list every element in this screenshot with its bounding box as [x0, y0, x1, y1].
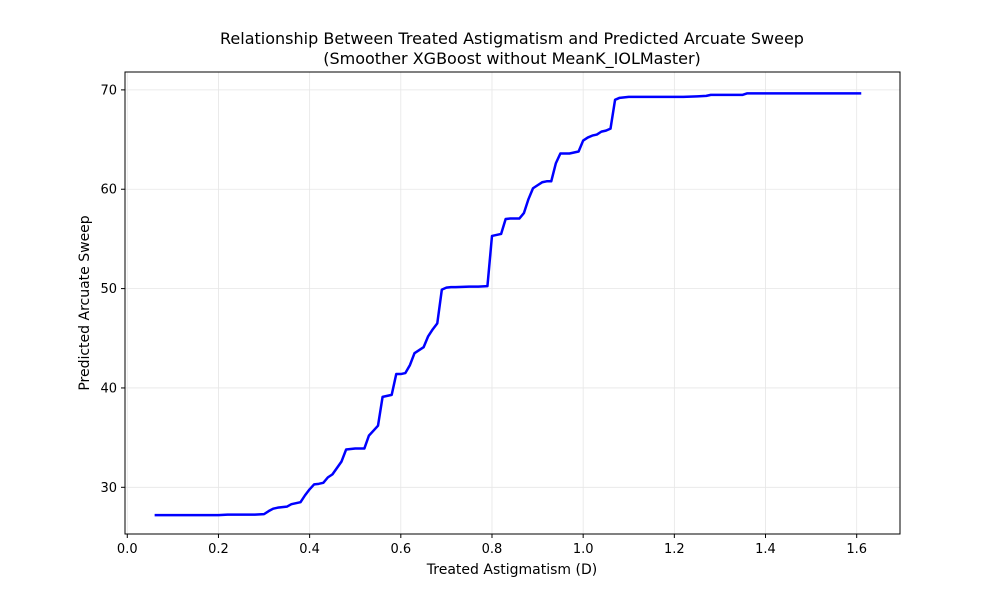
- y-tick-label: 70: [100, 83, 117, 98]
- chart-subtitle: (Smoother XGBoost without MeanK_IOLMaste…: [323, 49, 701, 69]
- grid: [125, 72, 900, 534]
- x-tick-label: 1.6: [846, 542, 867, 557]
- chart-title: Relationship Between Treated Astigmatism…: [220, 29, 804, 48]
- x-tick-label: 0.2: [208, 542, 229, 557]
- x-tick-label: 0.0: [117, 542, 138, 557]
- series-layer: [154, 92, 862, 517]
- axis-ticks: 0.0 0.2 0.4 0.6 0.8 1.0 1.2 1.4 1.6 30 40 50 60 70: [100, 83, 867, 557]
- x-tick-label: 0.4: [299, 542, 320, 557]
- y-tick-label: 50: [100, 282, 117, 297]
- x-tick-label: 1.2: [664, 542, 685, 557]
- x-tick-label: 0.8: [482, 542, 503, 557]
- x-tick-label: 0.6: [390, 542, 411, 557]
- y-tick-label: 40: [100, 381, 117, 396]
- series-line: [154, 92, 862, 517]
- y-tick-label: 30: [100, 481, 117, 496]
- plot-area-frame: [124, 71, 901, 535]
- x-axis-label: Treated Astigmatism (D): [426, 562, 597, 578]
- x-tick-label: 1.4: [755, 542, 776, 557]
- y-tick-label: 60: [100, 183, 117, 198]
- y-axis-label: Predicted Arcuate Sweep: [77, 215, 93, 390]
- x-tick-label: 1.0: [573, 542, 594, 557]
